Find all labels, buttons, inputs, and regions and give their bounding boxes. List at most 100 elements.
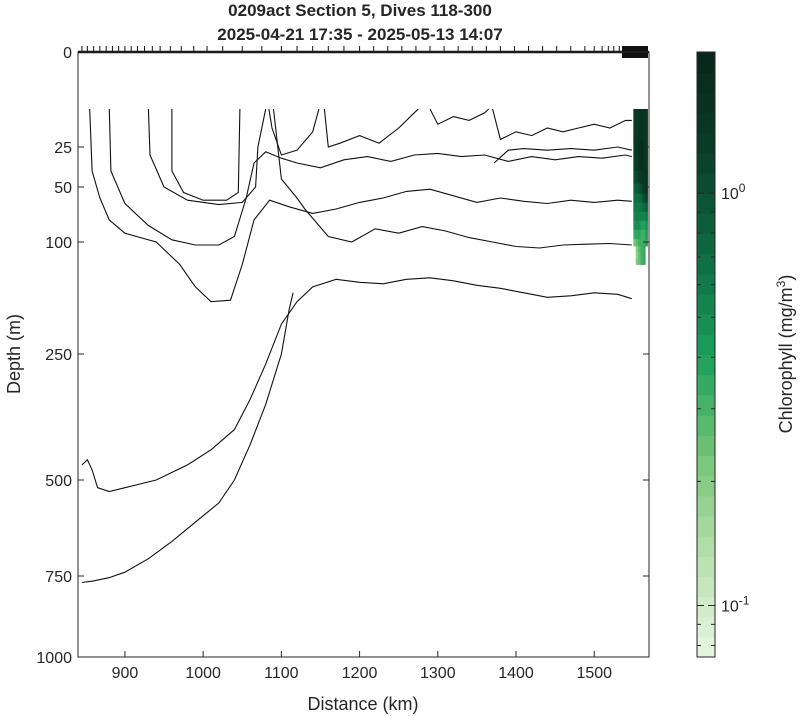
- chlorophyll-cell: [638, 220, 641, 231]
- y-tick-label: 750: [45, 569, 72, 586]
- chlorophyll-cell: [635, 140, 639, 158]
- colorbar-band: [697, 294, 715, 315]
- x-tick-label: 900: [112, 665, 139, 682]
- chlorophyll-cell: [640, 258, 644, 265]
- y-tick-label: 50: [54, 180, 72, 197]
- chlorophyll-cell: [633, 157, 637, 171]
- colorbar-band: [697, 273, 715, 295]
- colorbar-ticks: 100 10-1: [697, 68, 750, 646]
- chlorophyll-cell: [633, 109, 637, 141]
- chlorophyll-cell: [640, 157, 644, 171]
- chlorophyll-cell: [640, 170, 644, 185]
- chlorophyll-cell: [645, 238, 648, 247]
- chart-subtitle: 2025-04-21 17:35 - 2025-05-13 14:07: [217, 25, 502, 44]
- colorbar-band: [697, 152, 715, 174]
- colorbar-band: [697, 475, 715, 497]
- chlorophyll-cell: [645, 170, 648, 185]
- colorbar-band: [697, 415, 715, 436]
- chlorophyll-cell: [642, 140, 646, 158]
- chlorophyll-cell: [642, 229, 646, 240]
- colorbar-band: [697, 52, 715, 73]
- chlorophyll-cell: [642, 170, 646, 185]
- colorbar-fill: [697, 52, 715, 658]
- chlorophyll-cell: [635, 220, 639, 231]
- colorbar-band: [697, 495, 715, 517]
- chlorophyll-cell: [645, 229, 648, 240]
- chlorophyll-cell: [642, 109, 646, 141]
- colorbar-label: Chlorophyll (mg/m3): [774, 275, 796, 434]
- chlorophyll-cell: [645, 140, 648, 158]
- chlorophyll-cell: [638, 109, 641, 141]
- chlorophyll-cell: [635, 193, 639, 204]
- colorbar-frame: [696, 51, 716, 658]
- chlorophyll-cell: [638, 229, 641, 240]
- y-axis: 0 25 50 100 250 500 750 1000: [36, 45, 649, 667]
- chlorophyll-cell: [645, 183, 648, 195]
- contour-line: [147, 108, 267, 206]
- chlorophyll-cell: [633, 238, 637, 247]
- colorbar-label-text: Chlorophyll (mg/m: [776, 287, 796, 433]
- colorbar-band: [697, 576, 715, 598]
- chlorophyll-cell: [633, 140, 637, 158]
- chlorophyll-cell: [640, 183, 644, 195]
- chlorophyll-cell: [635, 202, 639, 213]
- chlorophyll-cell: [640, 193, 644, 204]
- x-tick-label: 1100: [264, 665, 299, 682]
- x-tick-label: 1500: [576, 665, 612, 682]
- chlorophyll-cell: [633, 202, 637, 213]
- colorbar-band: [697, 213, 715, 235]
- y-tick-label: 25: [54, 140, 72, 157]
- y-tick-label: 250: [45, 347, 72, 364]
- colorbar-band: [697, 314, 715, 335]
- chlorophyll-cell: [645, 157, 648, 171]
- chlorophyll-cell: [642, 220, 646, 231]
- chlorophyll-cell: [640, 246, 644, 253]
- chlorophyll-cell: [642, 193, 646, 204]
- x-tick-label: 1000: [185, 665, 221, 682]
- colorbar-tick-label: 10-1: [721, 593, 750, 615]
- chlorophyll-cell: [642, 252, 646, 259]
- colorbar-band: [697, 173, 715, 194]
- chlorophyll-cell: [635, 229, 639, 240]
- chlorophyll-cell: [638, 258, 641, 265]
- colorbar-band: [697, 354, 715, 376]
- contour-line: [81, 277, 632, 493]
- contour-line: [272, 108, 632, 249]
- colorbar-band: [697, 536, 715, 557]
- colorbar-band: [697, 394, 715, 416]
- chlorophyll-cell: [645, 211, 648, 222]
- chlorophyll-cell: [638, 183, 641, 195]
- chlorophyll-cell: [640, 252, 644, 259]
- contour-line: [108, 108, 632, 246]
- chlorophyll-cell: [638, 202, 641, 213]
- plot-area: [77, 46, 650, 658]
- colorbar-band: [697, 374, 715, 396]
- colorbar-tick-label: 100: [721, 181, 746, 203]
- chart-title: 0209act Section 5, Dives 118-300: [228, 1, 492, 20]
- colorbar: 100 10-1 Chlorophyll (mg/m3): [696, 51, 796, 658]
- colorbar-band: [697, 616, 715, 638]
- chlorophyll-cell: [640, 238, 644, 247]
- chlorophyll-cell: [633, 193, 637, 204]
- chlorophyll-cell: [642, 183, 646, 195]
- chlorophyll-heat-layer: [633, 109, 648, 265]
- y-tick-label: 0: [63, 45, 72, 62]
- chlorophyll-cell: [640, 109, 644, 141]
- contour-layer: [81, 108, 632, 584]
- chlorophyll-cell: [642, 238, 646, 247]
- colorbar-band: [697, 92, 715, 114]
- chlorophyll-cell: [638, 211, 641, 222]
- chlorophyll-cell: [635, 170, 639, 185]
- colorbar-band: [697, 556, 715, 577]
- chlorophyll-cell: [638, 157, 641, 171]
- contour-line: [323, 108, 419, 148]
- contour-line: [492, 108, 632, 141]
- chlorophyll-cell: [645, 193, 648, 204]
- colorbar-band: [697, 132, 715, 154]
- title-group: 0209act Section 5, Dives 118-300 2025-04…: [217, 1, 502, 44]
- chlorophyll-cell: [640, 229, 644, 240]
- chlorophyll-cell: [642, 157, 646, 171]
- chlorophyll-cell: [642, 202, 646, 213]
- y-tick-label: 100: [45, 235, 72, 252]
